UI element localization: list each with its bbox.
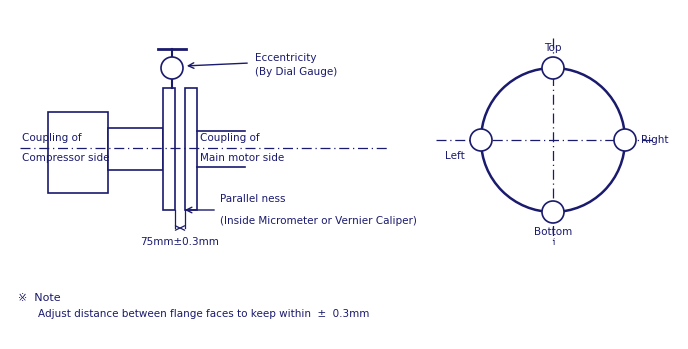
Circle shape (542, 201, 564, 223)
Bar (163, 88, 175, 210)
Text: ※  Note: ※ Note (18, 293, 61, 303)
Text: 4: 4 (478, 135, 484, 145)
Text: Adjust distance between flange faces to keep within  ±  0.3mm: Adjust distance between flange faces to … (38, 309, 369, 319)
Bar (48, 112, 108, 193)
Text: Main motor side: Main motor side (200, 153, 284, 163)
Circle shape (470, 129, 492, 151)
Text: 1: 1 (550, 63, 556, 73)
Text: Top: Top (544, 43, 561, 53)
Text: Compressor side: Compressor side (22, 153, 109, 163)
Bar (185, 88, 197, 210)
Text: (By Dial Gauge): (By Dial Gauge) (255, 67, 337, 77)
Circle shape (161, 57, 183, 79)
Text: 75mm±0.3mm: 75mm±0.3mm (140, 237, 219, 247)
Circle shape (614, 129, 636, 151)
Bar (108, 128, 163, 170)
Text: i: i (552, 238, 555, 247)
Text: Right: Right (641, 135, 669, 145)
Text: Bottom: Bottom (534, 227, 572, 237)
Text: (Inside Micrometer or Vernier Caliper): (Inside Micrometer or Vernier Caliper) (220, 216, 417, 226)
Text: 2: 2 (622, 135, 628, 145)
Circle shape (542, 57, 564, 79)
Text: Eccentricity: Eccentricity (255, 53, 316, 63)
Text: Coupling of: Coupling of (22, 133, 82, 143)
Text: Coupling of: Coupling of (200, 133, 259, 143)
Text: Parallel ness: Parallel ness (220, 194, 286, 204)
Text: Left: Left (445, 151, 465, 161)
Text: 3: 3 (550, 207, 556, 217)
